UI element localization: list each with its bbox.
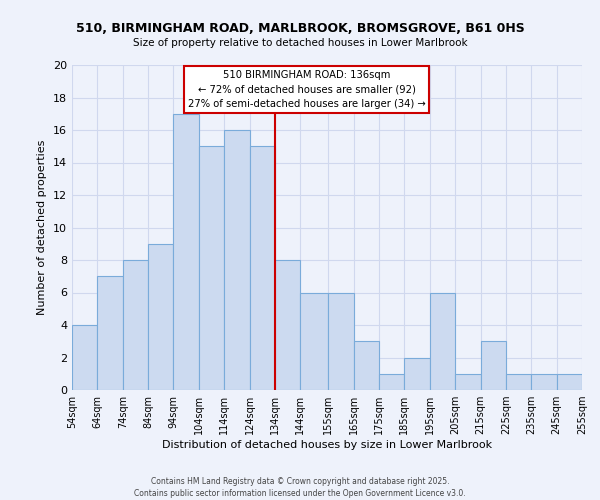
Bar [353, 341, 379, 390]
Bar [557, 374, 582, 390]
Text: Contains HM Land Registry data © Crown copyright and database right 2025.: Contains HM Land Registry data © Crown c… [151, 478, 449, 486]
Y-axis label: Number of detached properties: Number of detached properties [37, 140, 47, 315]
Bar [123, 260, 148, 390]
Bar [199, 146, 224, 390]
Bar [531, 374, 557, 390]
Bar [72, 325, 97, 390]
Bar [506, 374, 531, 390]
Text: 510 BIRMINGHAM ROAD: 136sqm
← 72% of detached houses are smaller (92)
27% of sem: 510 BIRMINGHAM ROAD: 136sqm ← 72% of det… [188, 70, 425, 108]
Text: Contains public sector information licensed under the Open Government Licence v3: Contains public sector information licen… [134, 489, 466, 498]
Bar [328, 292, 353, 390]
Bar [173, 114, 199, 390]
Bar [148, 244, 173, 390]
Bar [379, 374, 404, 390]
Bar [404, 358, 430, 390]
Bar [430, 292, 455, 390]
Bar [455, 374, 481, 390]
Text: 510, BIRMINGHAM ROAD, MARLBROOK, BROMSGROVE, B61 0HS: 510, BIRMINGHAM ROAD, MARLBROOK, BROMSGR… [76, 22, 524, 36]
Text: Size of property relative to detached houses in Lower Marlbrook: Size of property relative to detached ho… [133, 38, 467, 48]
Bar [275, 260, 301, 390]
Bar [224, 130, 250, 390]
Bar [250, 146, 275, 390]
Bar [481, 341, 506, 390]
Bar [301, 292, 328, 390]
Bar [97, 276, 123, 390]
X-axis label: Distribution of detached houses by size in Lower Marlbrook: Distribution of detached houses by size … [162, 440, 492, 450]
